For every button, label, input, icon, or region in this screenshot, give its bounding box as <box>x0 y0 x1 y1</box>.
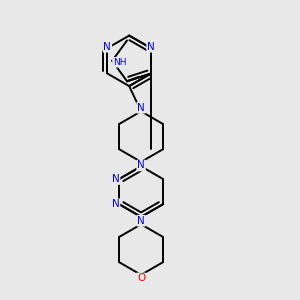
Text: N: N <box>147 42 155 52</box>
Text: N: N <box>137 103 145 113</box>
Text: N: N <box>137 160 145 170</box>
Text: O: O <box>137 273 145 284</box>
Text: N: N <box>112 174 119 184</box>
Text: N: N <box>112 199 119 209</box>
Text: NH: NH <box>113 58 126 67</box>
Text: N: N <box>103 42 111 52</box>
Text: N: N <box>137 216 145 226</box>
